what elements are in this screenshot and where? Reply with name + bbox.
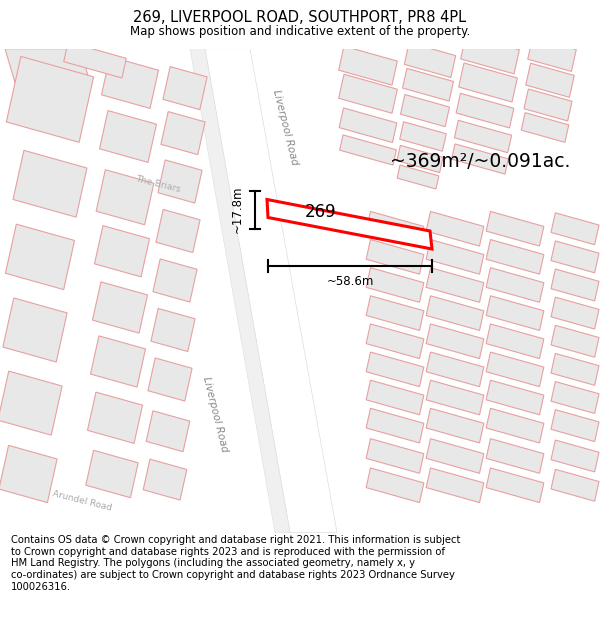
Polygon shape <box>452 144 508 174</box>
Polygon shape <box>0 371 62 435</box>
Polygon shape <box>0 446 57 503</box>
Polygon shape <box>551 269 599 301</box>
Polygon shape <box>458 63 517 102</box>
Polygon shape <box>401 94 449 127</box>
Polygon shape <box>526 63 574 98</box>
Polygon shape <box>426 268 484 302</box>
Polygon shape <box>143 459 187 500</box>
Polygon shape <box>163 67 207 109</box>
Polygon shape <box>551 213 599 245</box>
Polygon shape <box>338 74 397 113</box>
Polygon shape <box>7 56 94 142</box>
Polygon shape <box>426 239 484 274</box>
Polygon shape <box>339 108 397 142</box>
Polygon shape <box>366 296 424 331</box>
Polygon shape <box>426 296 484 331</box>
Text: ~58.6m: ~58.6m <box>326 275 374 288</box>
Polygon shape <box>13 151 87 217</box>
Polygon shape <box>521 112 569 142</box>
Polygon shape <box>461 35 520 74</box>
Polygon shape <box>400 122 446 151</box>
Polygon shape <box>486 211 544 246</box>
Text: Liverpool Road: Liverpool Road <box>271 89 299 166</box>
Polygon shape <box>64 42 126 78</box>
Text: 269, LIVERPOOL ROAD, SOUTHPORT, PR8 4PL: 269, LIVERPOOL ROAD, SOUTHPORT, PR8 4PL <box>133 10 467 25</box>
Polygon shape <box>100 111 157 162</box>
Polygon shape <box>366 239 424 274</box>
Polygon shape <box>91 336 146 387</box>
Text: ~17.8m: ~17.8m <box>230 186 244 233</box>
Text: Arundel Road: Arundel Road <box>52 489 113 512</box>
Polygon shape <box>101 57 158 108</box>
Polygon shape <box>5 224 74 289</box>
Polygon shape <box>486 324 544 359</box>
Polygon shape <box>551 381 599 414</box>
Polygon shape <box>404 42 456 78</box>
Polygon shape <box>486 239 544 274</box>
Polygon shape <box>205 49 337 532</box>
Polygon shape <box>426 352 484 387</box>
Polygon shape <box>426 408 484 443</box>
Polygon shape <box>96 170 154 225</box>
Polygon shape <box>454 120 512 152</box>
Text: Liverpool Road: Liverpool Road <box>201 376 229 453</box>
Polygon shape <box>551 469 599 501</box>
Polygon shape <box>397 165 439 189</box>
Polygon shape <box>456 93 514 128</box>
Polygon shape <box>156 209 200 252</box>
Polygon shape <box>5 49 90 105</box>
Polygon shape <box>486 380 544 415</box>
Polygon shape <box>86 450 138 498</box>
Polygon shape <box>366 468 424 502</box>
Polygon shape <box>148 358 192 401</box>
Polygon shape <box>158 160 202 203</box>
Text: 269: 269 <box>305 203 337 221</box>
Polygon shape <box>366 352 424 387</box>
Polygon shape <box>426 380 484 415</box>
Polygon shape <box>403 68 454 101</box>
Polygon shape <box>267 199 432 249</box>
Polygon shape <box>551 297 599 329</box>
Polygon shape <box>366 380 424 415</box>
Polygon shape <box>528 38 576 71</box>
Polygon shape <box>551 353 599 386</box>
Polygon shape <box>340 135 397 165</box>
Text: ~369m²/~0.091ac.: ~369m²/~0.091ac. <box>390 152 571 171</box>
Polygon shape <box>426 324 484 359</box>
Polygon shape <box>366 439 424 473</box>
Polygon shape <box>426 439 484 473</box>
Polygon shape <box>551 325 599 357</box>
Polygon shape <box>366 324 424 359</box>
Polygon shape <box>151 309 195 351</box>
Polygon shape <box>366 268 424 302</box>
Polygon shape <box>486 439 544 473</box>
Polygon shape <box>94 226 149 277</box>
Polygon shape <box>88 392 143 443</box>
Polygon shape <box>486 352 544 387</box>
Text: The Briars: The Briars <box>134 174 181 194</box>
Polygon shape <box>551 409 599 442</box>
Polygon shape <box>338 46 397 85</box>
Polygon shape <box>153 259 197 302</box>
Polygon shape <box>3 298 67 362</box>
Polygon shape <box>397 146 443 172</box>
Polygon shape <box>486 268 544 302</box>
Polygon shape <box>426 211 484 246</box>
Polygon shape <box>551 241 599 273</box>
Polygon shape <box>161 112 205 154</box>
Text: Contains OS data © Crown copyright and database right 2021. This information is : Contains OS data © Crown copyright and d… <box>11 535 460 592</box>
Polygon shape <box>366 408 424 443</box>
Polygon shape <box>524 89 572 121</box>
Polygon shape <box>486 408 544 443</box>
Polygon shape <box>366 211 424 246</box>
Polygon shape <box>486 468 544 502</box>
Text: Map shows position and indicative extent of the property.: Map shows position and indicative extent… <box>130 25 470 38</box>
Polygon shape <box>190 49 290 532</box>
Polygon shape <box>486 296 544 331</box>
Polygon shape <box>92 282 148 333</box>
Polygon shape <box>551 440 599 472</box>
Polygon shape <box>426 468 484 502</box>
Polygon shape <box>146 411 190 452</box>
